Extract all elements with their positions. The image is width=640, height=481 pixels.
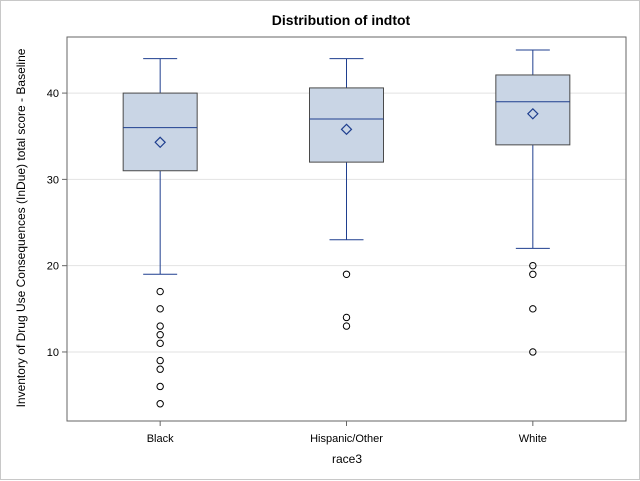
outlier-point (529, 261, 537, 270)
mean-marker (340, 123, 353, 136)
x-tick-label: Black (147, 433, 174, 445)
outlier-point (529, 348, 537, 356)
x-tick-label: White (519, 433, 547, 445)
iqr-box (495, 74, 571, 146)
outlier-point (529, 270, 537, 279)
outlier-point (156, 331, 164, 339)
outlier-point (156, 382, 164, 391)
iqr-box (122, 92, 198, 172)
outlier-point (156, 305, 164, 313)
outlier-point (342, 270, 351, 279)
outlier-point (342, 313, 351, 322)
outlier-point (529, 305, 537, 313)
y-tick-label: 10 (47, 347, 59, 359)
y-axis-label: Inventory of Drug Use Consequences (InDu… (14, 48, 28, 407)
outlier-point (156, 400, 164, 408)
outlier-point (156, 365, 164, 373)
outlier-point (156, 339, 164, 348)
mean-marker (154, 136, 167, 149)
plot-area: 10 20 30 40 Black Hispanic/Other White (47, 36, 627, 445)
y-tick-label: 30 (47, 174, 59, 186)
outlier-point (156, 287, 164, 296)
y-tick-label: 40 (47, 88, 59, 100)
outlier-point (156, 322, 164, 330)
mean-marker (526, 107, 539, 120)
outlier-point (156, 356, 164, 365)
chart-title: Distribution of indtot (272, 12, 411, 28)
outlier-point (342, 322, 351, 330)
y-tick-label: 20 (47, 261, 59, 273)
x-tick-label: Hispanic/Other (310, 433, 383, 445)
x-axis-label: race3 (332, 452, 362, 466)
